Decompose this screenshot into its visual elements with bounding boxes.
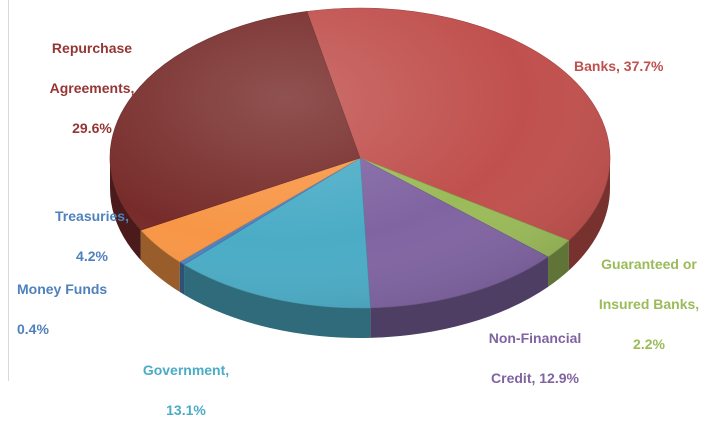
- slice-label-non-financial-line2: Credit, 12.9%: [478, 368, 592, 388]
- slice-label-government: Government, 13.1%: [130, 340, 242, 440]
- slice-label-guaranteed-banks-line1: Guaranteed or: [588, 254, 710, 274]
- slice-label-repurchase-agreements: Repurchase Agreements, 29.6%: [32, 18, 152, 158]
- slice-label-treasuries: Treasuries, 4.2%: [50, 186, 134, 286]
- slice-label-repurchase-line2: Agreements,: [32, 78, 152, 98]
- slice-label-banks: Banks, 37.7%: [574, 36, 664, 76]
- slice-label-banks-text: Banks, 37.7%: [574, 58, 664, 74]
- slice-label-repurchase-line1: Repurchase: [32, 38, 152, 58]
- slice-label-repurchase-line3: 29.6%: [32, 118, 152, 138]
- slice-label-government-line1: Government,: [130, 360, 242, 380]
- pie-side-money-funds: [180, 262, 184, 295]
- slice-label-money-funds-line2: 0.4%: [17, 319, 107, 339]
- slice-label-non-financial-line1: Non-Financial: [478, 328, 592, 348]
- slice-label-guaranteed-banks-line2: Insured Banks,: [588, 294, 710, 314]
- pie-tops: [110, 8, 610, 308]
- slice-label-guaranteed-banks-line3: 2.2%: [588, 334, 710, 354]
- slice-label-treasuries-line1: Treasuries,: [50, 206, 134, 226]
- slice-label-treasuries-line2: 4.2%: [50, 246, 134, 266]
- pie-chart: Banks, 37.7% Guaranteed or Insured Banks…: [0, 0, 719, 381]
- slice-label-non-financial-credit: Non-Financial Credit, 12.9%: [478, 308, 592, 408]
- slice-label-government-line2: 13.1%: [130, 400, 242, 420]
- slice-label-guaranteed-banks: Guaranteed or Insured Banks, 2.2%: [588, 234, 710, 374]
